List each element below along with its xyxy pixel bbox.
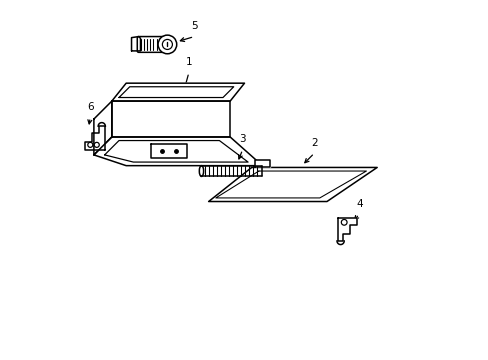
Ellipse shape [199,166,203,176]
Polygon shape [112,101,230,137]
Circle shape [162,40,172,49]
Circle shape [158,35,176,54]
Text: 6: 6 [87,102,93,112]
Polygon shape [208,167,376,202]
Circle shape [341,220,346,225]
Text: 5: 5 [191,21,197,31]
Text: 1: 1 [185,57,192,67]
Polygon shape [151,144,187,158]
Circle shape [94,142,99,147]
Text: 4: 4 [355,199,362,209]
FancyBboxPatch shape [137,37,168,52]
Polygon shape [85,126,104,149]
Polygon shape [94,137,262,166]
Text: 3: 3 [239,134,245,144]
Polygon shape [337,218,357,241]
Circle shape [88,142,93,147]
Polygon shape [112,83,244,101]
Polygon shape [131,37,140,51]
Text: 2: 2 [310,138,317,148]
Polygon shape [255,160,269,167]
Polygon shape [94,101,112,155]
FancyBboxPatch shape [201,166,262,176]
